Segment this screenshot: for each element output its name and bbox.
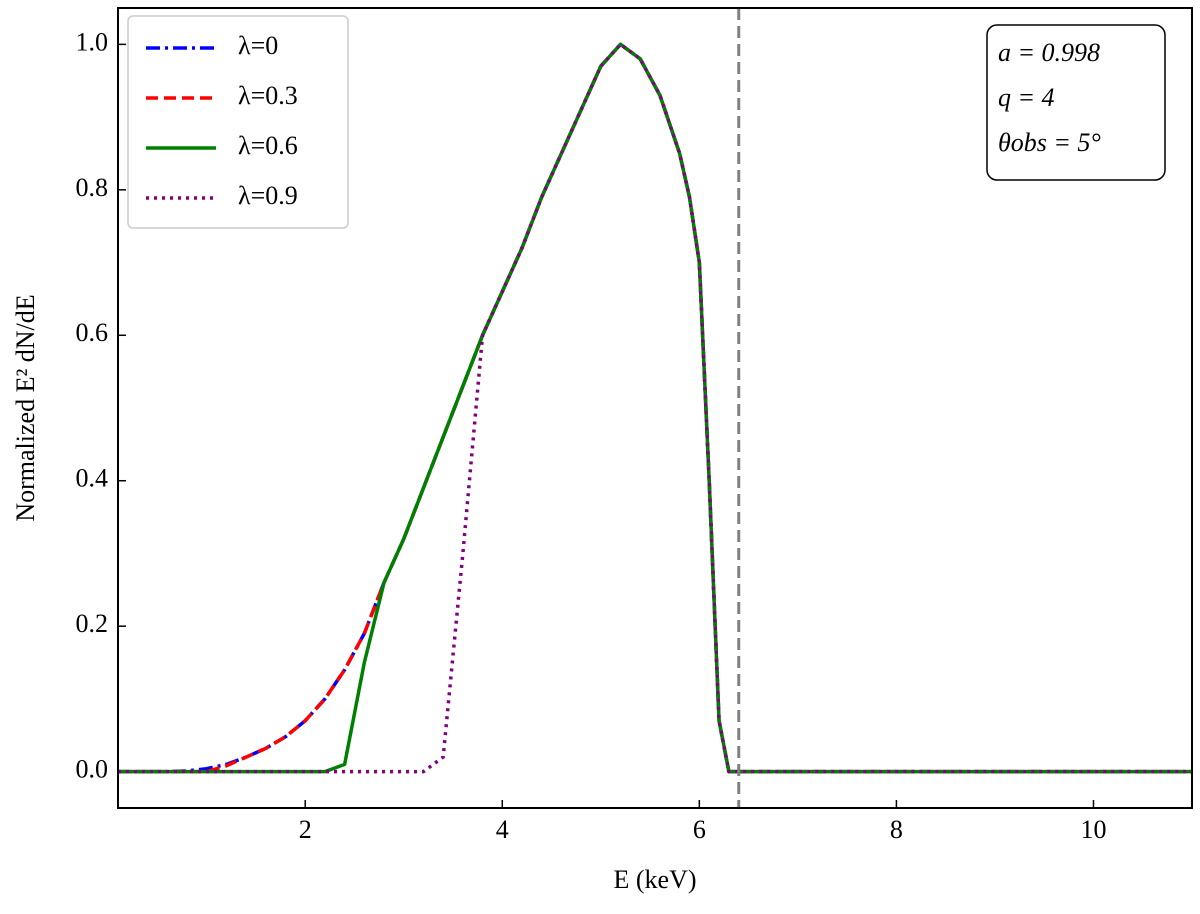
plot-frame [117, 7, 1193, 809]
annotation: q = 4 [998, 83, 1055, 112]
legend-box [127, 15, 349, 229]
legend-label: λ=0.6 [238, 131, 298, 160]
y-tick-label: 0.4 [76, 464, 109, 493]
y-tick-label: 1.0 [76, 27, 109, 56]
x-tick-label: 6 [693, 815, 706, 844]
y-tick-label: 0.6 [76, 318, 109, 347]
legend-label: λ=0.3 [238, 81, 298, 110]
x-tick-label: 2 [299, 815, 312, 844]
y-tick-label: 0.2 [76, 609, 109, 638]
x-axis-label: E (keV) [613, 865, 696, 894]
annotation: θobs = 5° [998, 128, 1101, 157]
annotation-box [986, 24, 1166, 181]
legend-label: λ=0.9 [238, 181, 298, 210]
y-axis-label: Normalized E² dN/dE [11, 294, 40, 521]
annotation: a = 0.998 [998, 38, 1100, 67]
series-line [118, 42, 1192, 774]
legend-label: λ=0 [238, 31, 278, 60]
y-tick-label: 0.8 [76, 173, 109, 202]
y-tick-label: 0.0 [76, 755, 109, 784]
x-tick-label: 10 [1080, 815, 1106, 844]
x-tick-label: 4 [496, 815, 509, 844]
x-tick-label: 8 [890, 815, 903, 844]
